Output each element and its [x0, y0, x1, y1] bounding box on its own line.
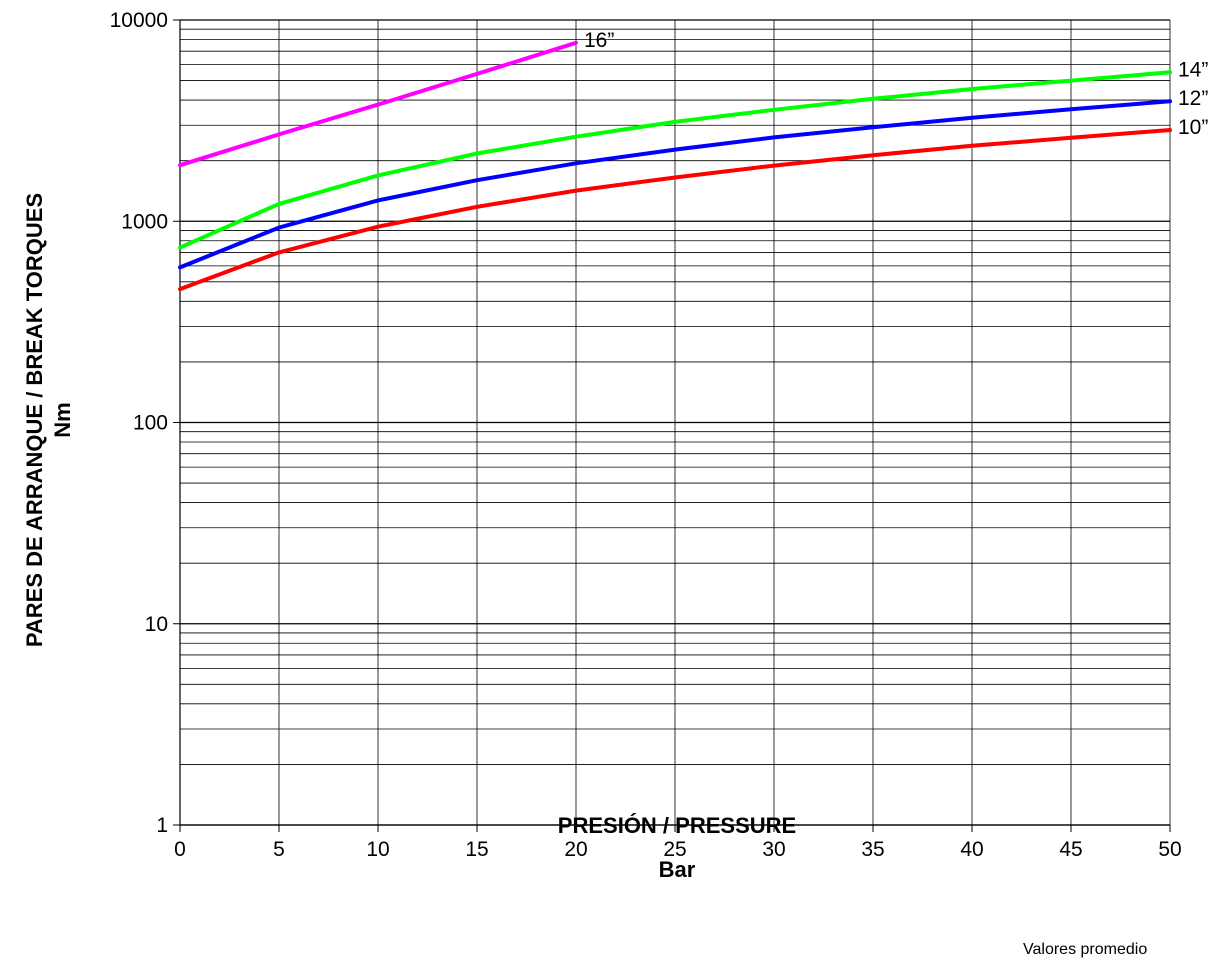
series-line [178, 128, 1172, 292]
y-tick-label: 10 [145, 613, 168, 636]
series-lines [178, 40, 1172, 292]
y-tick-label: 1000 [121, 210, 168, 233]
x-tick-label: 30 [762, 838, 785, 861]
grid [179, 19, 1171, 826]
series-line [178, 99, 1172, 270]
ticks: 0 5 10 15 20 25 30 35 40 45 50 1 10 100 1000 10000 [110, 9, 1182, 861]
y-tick-label: 10000 [110, 9, 168, 32]
series-label: 16” [584, 29, 614, 52]
x-tick-label: 45 [1059, 838, 1082, 861]
x-tick-label: 10 [366, 838, 389, 861]
y-tick-label: 1 [156, 814, 168, 837]
y-axis-unit: Nm [50, 402, 75, 437]
note-label: Valores promedio [1023, 941, 1147, 958]
x-axis-unit: Bar [659, 857, 696, 882]
x-tick-label: 15 [465, 838, 488, 861]
x-tick-label: 5 [273, 838, 285, 861]
y-tick-label: 100 [133, 412, 168, 435]
x-tick-label: 0 [174, 838, 186, 861]
x-tick-label: 50 [1158, 838, 1181, 861]
series-label: 12” [1178, 87, 1208, 110]
series-line [178, 70, 1172, 250]
y-axis-title: PARES DE ARRANQUE / BREAK TORQUES [22, 193, 47, 647]
x-tick-label: 25 [663, 838, 686, 861]
series-labels: 16” 14” 12” 10” [584, 29, 1208, 139]
x-axis-title: PRESIÓN / PRESSURE [558, 813, 796, 838]
series-line [178, 40, 578, 168]
series-label: 14” [1178, 58, 1208, 81]
series-label: 10” [1178, 116, 1208, 139]
x-tick-label: 20 [564, 838, 587, 861]
x-tick-label: 35 [861, 838, 884, 861]
x-tick-label: 40 [960, 838, 983, 861]
